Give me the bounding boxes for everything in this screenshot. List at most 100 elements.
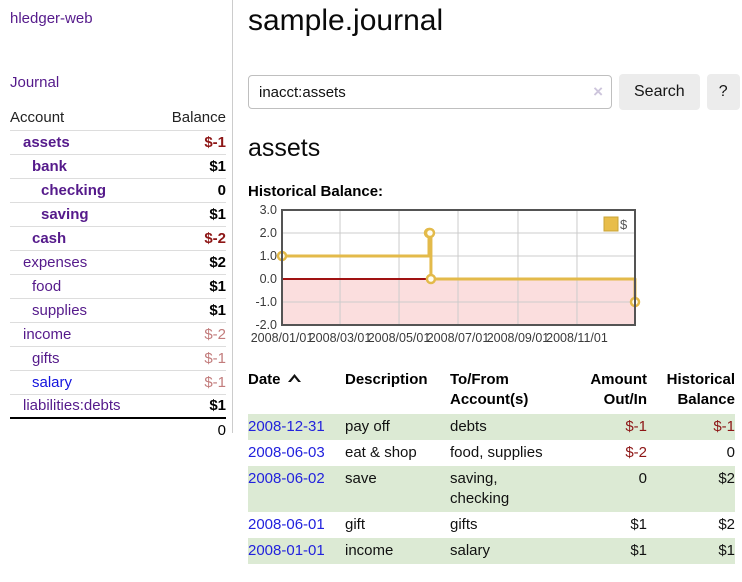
- header-label: Historical: [666, 371, 735, 388]
- accounts-total-row: 0: [10, 417, 226, 442]
- register-header-date[interactable]: Date: [248, 368, 345, 414]
- account-link[interactable]: gifts: [32, 349, 60, 367]
- header-label-line2: Account(s): [450, 391, 529, 408]
- transaction-description: pay off: [345, 418, 390, 435]
- svg-text:3.0: 3.0: [260, 204, 277, 217]
- accounts-table: Account Balance assets $-1 bank $1 checking 0…: [10, 106, 226, 442]
- transaction-amount: $1: [630, 516, 647, 533]
- page-title: sample.journal: [248, 4, 444, 37]
- register-table: Date Description To/From Account(s) Amount Ou…: [248, 368, 735, 564]
- account-row: gifts $-1: [10, 346, 226, 371]
- account-link[interactable]: assets: [23, 133, 70, 151]
- svg-text:2008/01/01: 2008/01/01: [251, 331, 314, 345]
- register-header-historical: Historical Balance: [647, 368, 735, 414]
- account-balance: $1: [154, 274, 226, 299]
- transaction-amount: $-2: [625, 444, 647, 461]
- account-balance: $-2: [154, 226, 226, 251]
- transaction-description: eat & shop: [345, 444, 417, 461]
- transaction-row: 2008-01-01 income salary $1 $1: [248, 538, 735, 564]
- transaction-accounts: salary: [450, 542, 491, 559]
- transaction-row: 2008-06-01 gift gifts $1 $2: [248, 512, 735, 538]
- svg-text:2008/05/01: 2008/05/01: [368, 331, 431, 345]
- transaction-balance: 0: [726, 444, 735, 461]
- accounts-header-balance: Balance: [154, 106, 226, 131]
- account-balance: $-1: [154, 130, 226, 155]
- clear-search-icon[interactable]: ×: [593, 82, 603, 102]
- account-balance: $-2: [154, 322, 226, 347]
- main-content: sample.journal × Search ? assets Histori…: [233, 0, 742, 582]
- help-button[interactable]: ?: [706, 74, 740, 110]
- account-row: bank $1: [10, 154, 226, 179]
- transaction-balance: $2: [718, 470, 735, 487]
- chart-canvas[interactable]: $3.0 2.0 1.0 0.0 -1.0 -2.02008/01/012008/03/0…: [248, 203, 718, 354]
- historical-balance-chart[interactable]: $3.0 2.0 1.0 0.0 -1.0 -2.0 2008/01/01 2008/03/0…: [248, 203, 718, 354]
- chart-label: Historical Balance:: [248, 183, 384, 200]
- account-balance: $1: [154, 154, 226, 179]
- transaction-amount: $-1: [625, 418, 647, 435]
- svg-text:-1.0: -1.0: [255, 295, 277, 309]
- search-button[interactable]: Search: [619, 74, 700, 110]
- account-row: salary $-1: [10, 370, 226, 395]
- account-balance: $1: [154, 394, 226, 419]
- transaction-date-link[interactable]: 2008-06-03: [248, 444, 325, 461]
- transaction-date-link[interactable]: 2008-12-31: [248, 418, 325, 435]
- account-row: liabilities:debts $1: [10, 394, 226, 419]
- account-row: income $-2: [10, 322, 226, 347]
- account-balance: $-1: [154, 346, 226, 371]
- search-bar: × Search ?: [248, 74, 740, 110]
- header-label: Description: [345, 371, 428, 388]
- transaction-balance: $-1: [713, 418, 735, 435]
- search-input[interactable]: [248, 75, 612, 109]
- nav-journal-link[interactable]: Journal: [10, 74, 60, 91]
- account-link[interactable]: saving: [41, 205, 89, 223]
- accounts-header-row: Account Balance: [10, 106, 226, 131]
- account-balance: $1: [154, 298, 226, 323]
- account-link[interactable]: income: [23, 325, 72, 343]
- svg-text:2008/09/01: 2008/09/01: [487, 331, 550, 345]
- account-balance: $1: [154, 202, 226, 227]
- account-row: food $1: [10, 274, 226, 299]
- account-link[interactable]: bank: [32, 157, 68, 175]
- register-header-description: Description: [345, 368, 450, 414]
- account-balance: $2: [154, 250, 226, 275]
- app-brand-link[interactable]: hledger-web: [10, 10, 93, 27]
- transaction-accounts: saving, checking: [450, 470, 510, 507]
- transaction-balance: $2: [718, 516, 735, 533]
- account-row: saving $1: [10, 202, 226, 227]
- account-row: expenses $2: [10, 250, 226, 275]
- transaction-accounts: debts: [450, 418, 487, 435]
- transaction-row: 2008-06-03 eat & shop food, supplies $-2 0: [248, 440, 735, 466]
- account-link[interactable]: supplies: [32, 301, 88, 319]
- transaction-description: income: [345, 542, 394, 559]
- header-label: Amount: [590, 371, 647, 388]
- transaction-balance: $1: [718, 542, 735, 559]
- accounts-total-value: 0: [154, 417, 226, 442]
- transaction-row: 2008-12-31 pay off debts $-1 $-1: [248, 414, 735, 440]
- transaction-amount: 0: [638, 470, 647, 487]
- account-heading: assets: [248, 134, 321, 162]
- account-row: checking 0: [10, 178, 226, 203]
- account-row: cash $-2: [10, 226, 226, 251]
- account-link[interactable]: salary: [32, 373, 73, 391]
- transaction-date-link[interactable]: 2008-01-01: [248, 542, 325, 559]
- svg-text:$: $: [620, 217, 628, 232]
- svg-text:2.0: 2.0: [260, 226, 277, 240]
- transaction-date-link[interactable]: 2008-06-02: [248, 470, 325, 487]
- transaction-date-link[interactable]: 2008-06-01: [248, 516, 325, 533]
- account-link[interactable]: cash: [32, 229, 67, 247]
- transaction-row: 2008-06-02 save saving, checking 0 $2: [248, 466, 735, 512]
- account-row: supplies $1: [10, 298, 226, 323]
- account-link[interactable]: checking: [41, 181, 107, 199]
- accounts-header-account: Account: [10, 106, 155, 131]
- register-header-amount: Amount Out/In: [580, 368, 647, 414]
- svg-text:1.0: 1.0: [260, 249, 277, 263]
- account-link[interactable]: expenses: [23, 253, 88, 271]
- transaction-accounts: gifts: [450, 516, 478, 533]
- account-link[interactable]: liabilities:debts: [23, 397, 121, 415]
- sort-ascending-icon[interactable]: [287, 370, 302, 390]
- transaction-description: gift: [345, 516, 366, 533]
- register-header-tofrom: To/From Account(s): [450, 368, 580, 414]
- account-row: assets $-1: [10, 130, 226, 155]
- svg-text:2008/03/01: 2008/03/01: [309, 331, 372, 345]
- account-link[interactable]: food: [32, 277, 62, 295]
